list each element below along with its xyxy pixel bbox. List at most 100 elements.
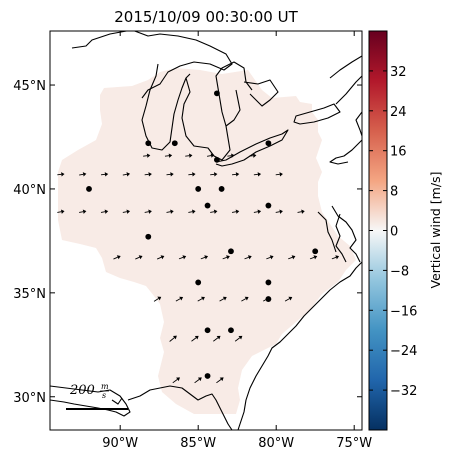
wind-arrow bbox=[79, 172, 87, 177]
wind-arrow bbox=[206, 153, 215, 158]
wind-arrow bbox=[210, 209, 218, 214]
lat-tick-label: 35°N bbox=[13, 287, 46, 302]
coastlines bbox=[50, 31, 362, 430]
station-dot bbox=[228, 327, 234, 334]
wind-arrow bbox=[231, 209, 240, 214]
wind-arrow bbox=[188, 172, 196, 177]
wind-arrow bbox=[100, 172, 109, 177]
wind-arrow bbox=[156, 255, 165, 260]
station-dot bbox=[214, 156, 220, 163]
wind-arrow bbox=[244, 255, 252, 260]
wind-arrow bbox=[249, 153, 257, 158]
colorbar-tick-label: 24 bbox=[390, 105, 407, 120]
wind-arrow bbox=[231, 172, 240, 177]
wind-scale-number: 200 bbox=[69, 383, 95, 398]
station-dot bbox=[145, 233, 152, 240]
station-dot bbox=[265, 140, 272, 147]
wind-scale-unit-bottom: s bbox=[102, 391, 106, 400]
wind-vector-field bbox=[57, 153, 340, 384]
lon-tick-label: 75°W bbox=[336, 436, 372, 451]
wind-arrow bbox=[144, 172, 152, 177]
station-dot bbox=[218, 186, 225, 192]
wind-arrow bbox=[297, 209, 305, 214]
wind-arrow bbox=[188, 209, 196, 214]
station-dot bbox=[195, 279, 202, 286]
wind-arrow bbox=[210, 172, 218, 177]
wind-arrow bbox=[185, 153, 193, 158]
wind-arrow bbox=[234, 335, 243, 342]
station-dot bbox=[204, 327, 211, 334]
wind-arrow bbox=[164, 153, 173, 158]
colorbar-tick-label: −24 bbox=[390, 344, 417, 359]
wind-scale-key: 200 m s bbox=[66, 382, 128, 410]
station-dot bbox=[204, 373, 211, 379]
wind-arrow bbox=[275, 172, 283, 177]
lon-tick-label: 80°W bbox=[258, 436, 294, 451]
wind-arrow bbox=[194, 377, 202, 384]
colorbar-label: Vertical wind [m/s] bbox=[428, 172, 443, 289]
station-dot bbox=[265, 296, 272, 302]
wind-arrow bbox=[143, 153, 151, 158]
wind-arrow bbox=[166, 209, 174, 214]
colorbar-tick-label: −32 bbox=[390, 384, 417, 399]
station-dot bbox=[195, 186, 202, 192]
wind-arrow bbox=[169, 335, 177, 342]
wind-arrow bbox=[135, 255, 143, 260]
colorbar-ticks: 32 24 16 8 0 −8 −16 −24 −32 bbox=[369, 65, 417, 399]
lon-tick-label: 90°W bbox=[102, 436, 138, 451]
map-frame bbox=[49, 30, 363, 431]
wind-arrow bbox=[216, 377, 224, 384]
wind-arrow bbox=[178, 255, 187, 260]
station-dot bbox=[145, 140, 152, 147]
colorbar-tick-label: 0 bbox=[390, 225, 398, 240]
wind-arrow bbox=[253, 172, 262, 177]
wind-arrow bbox=[275, 209, 283, 214]
colorbar-tick-label: −16 bbox=[390, 304, 417, 319]
wind-arrow bbox=[266, 255, 274, 260]
wind-arrow bbox=[253, 209, 262, 214]
wind-arrow bbox=[227, 153, 235, 158]
wind-arrow bbox=[153, 296, 162, 302]
wind-arrow bbox=[100, 209, 109, 214]
station-dot bbox=[265, 202, 272, 209]
wind-arrow bbox=[197, 296, 205, 302]
lon-tick-label: 85°W bbox=[180, 436, 216, 451]
map-title: 2015/10/09 00:30:00 UT bbox=[114, 8, 298, 26]
wind-scale-unit-top: m bbox=[101, 382, 109, 391]
wind-arrow bbox=[172, 377, 180, 384]
station-dot bbox=[214, 90, 220, 97]
station-dot bbox=[312, 248, 319, 255]
colorbar-tick-label: 16 bbox=[390, 145, 407, 160]
station-dot bbox=[204, 202, 211, 209]
wind-arrow bbox=[213, 335, 221, 342]
wind-arrow bbox=[331, 255, 340, 260]
station-dot bbox=[86, 186, 92, 192]
wind-arrow bbox=[284, 296, 293, 302]
lat-tick-label: 30°N bbox=[13, 391, 46, 406]
wind-arrow bbox=[222, 255, 230, 260]
wind-arrow bbox=[79, 209, 87, 214]
wind-arrow bbox=[122, 172, 131, 177]
station-dot bbox=[171, 140, 178, 147]
wind-arrow bbox=[122, 209, 131, 214]
wind-arrow bbox=[200, 255, 209, 260]
longitude-ticks: 90°W 85°W 80°W 75°W bbox=[102, 31, 372, 451]
colorbar-tick-label: 8 bbox=[390, 185, 398, 200]
wind-arrow bbox=[113, 255, 121, 260]
station-dot bbox=[228, 248, 234, 255]
wind-arrow bbox=[144, 209, 152, 214]
data-coverage-region bbox=[58, 68, 356, 414]
wind-arrow bbox=[57, 209, 65, 214]
station-dot bbox=[265, 279, 272, 286]
wind-arrow bbox=[241, 296, 249, 302]
wind-arrow bbox=[57, 172, 65, 177]
latitude-ticks: 45°N 40°N 35°N 30°N bbox=[13, 79, 362, 406]
colorbar-tick-label: −8 bbox=[390, 264, 409, 279]
wind-arrow bbox=[219, 296, 227, 302]
wind-arrow bbox=[166, 172, 174, 177]
lat-tick-label: 45°N bbox=[13, 79, 46, 94]
colorbar-tick-label: 32 bbox=[390, 65, 407, 80]
wind-arrow bbox=[175, 296, 184, 302]
wind-arrow bbox=[288, 255, 296, 260]
